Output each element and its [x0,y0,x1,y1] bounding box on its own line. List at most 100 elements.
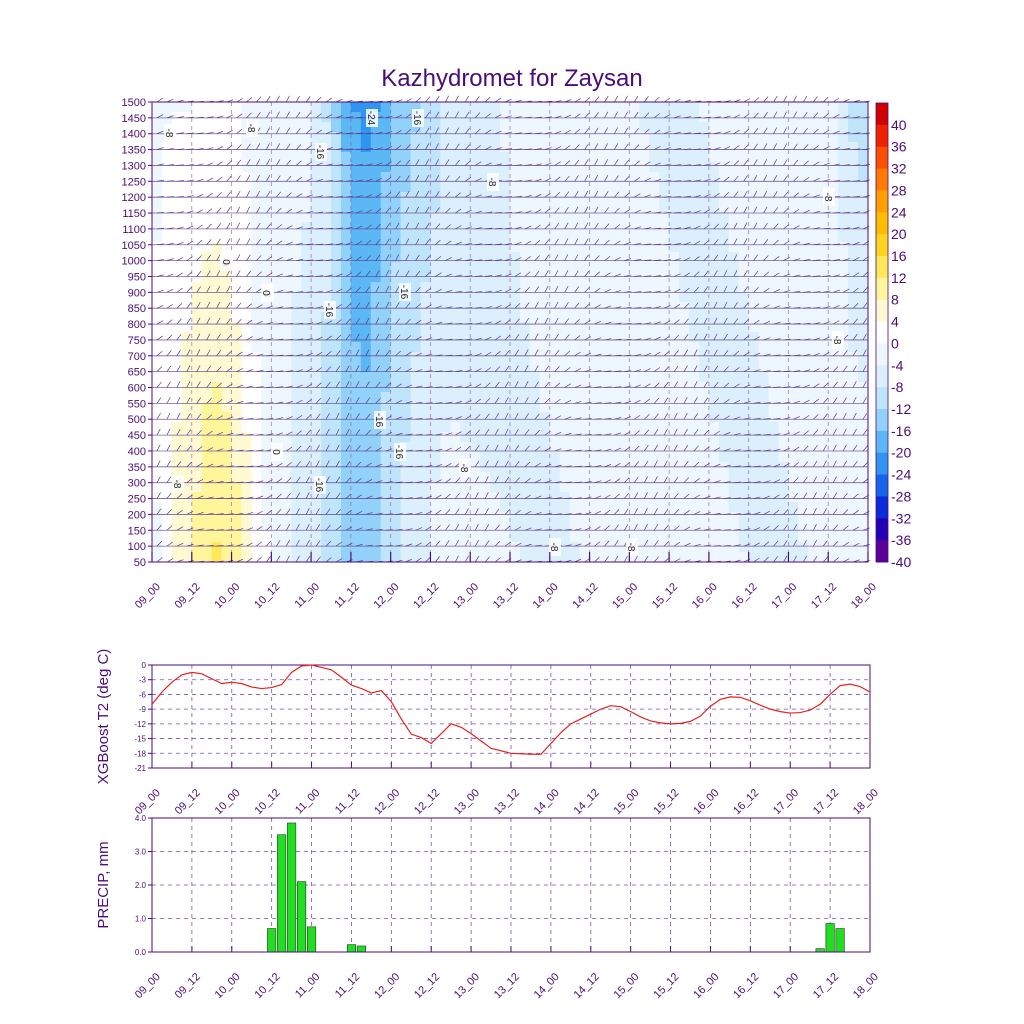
wind-barb [375,192,382,198]
heatmap-cell [321,332,332,343]
heatmap-cell [838,222,849,233]
wind-barb [176,509,183,515]
heatmap-cell [798,272,809,283]
heatmap-cell [559,372,571,383]
heatmap-cell [818,542,829,553]
wind-barb [544,381,550,388]
heatmap-cell [400,402,412,413]
heatmap-cell [639,342,650,353]
heatmap-cell [460,172,471,183]
heatmap-cell [181,472,193,483]
heatmap-cell [430,222,441,233]
wind-barb [295,430,302,436]
heatmap-cell [400,152,412,163]
heatmap-cell [360,232,372,243]
wind-barb [276,386,284,388]
heatmap-cell [649,482,660,493]
wind-barb [445,432,453,436]
heatmap-cell [460,502,471,513]
heatmap-cell [659,232,670,243]
heatmap-cell [768,372,780,383]
wind-barb [295,539,300,547]
heatmap-cell [798,552,809,563]
heatmap-cell [679,362,690,373]
heatmap-cell [629,492,640,503]
wind-barb [534,528,542,531]
heatmap-cell [450,552,461,563]
heatmap-cell [698,212,710,223]
heatmap-cell [738,332,750,343]
heatmap-cell [629,292,640,303]
heatmap-cell [500,182,511,193]
heatmap-cell [619,152,630,163]
heatmap-cell [559,112,571,123]
wind-barb [624,524,629,531]
wind-barb [624,446,631,452]
heatmap-cell [808,182,819,193]
wind-barb [425,418,433,420]
heatmap-cell [480,422,491,433]
heatmap-cell [490,462,501,473]
heatmap-cell [649,302,660,313]
wind-barb [156,114,164,119]
heatmap-cell [708,122,720,133]
heatmap-cell [400,482,412,493]
wind-barb [455,159,460,166]
heatmap-cell [569,202,581,213]
heatmap-cell [639,472,650,483]
heatmap-cell [311,262,322,273]
wind-barb [405,175,410,182]
heatmap-cell [539,352,551,363]
heatmap-cell [639,222,650,233]
heatmap-cell [231,272,243,283]
heatmap-cell [569,522,581,533]
heatmap-cell [181,262,193,273]
heatmap-cell [161,282,173,293]
heatmap-cell [589,182,601,193]
wind-barb [176,241,184,246]
heatmap-cell [858,292,869,303]
wind-barb [196,194,204,198]
wind-barb [216,192,222,198]
heatmap-cell [539,412,551,423]
heatmap-cell [301,362,312,373]
heatmap-cell [519,272,531,283]
heatmap-cell [838,202,849,213]
heatmap-cell [480,542,491,553]
heatmap-cell [261,512,272,523]
wind-barb [196,365,201,372]
wind-barb [425,353,433,357]
heatmap-cell [490,312,501,323]
heatmap-cell [718,242,730,253]
heatmap-cell [629,312,640,323]
heatmap-cell [281,462,292,473]
wind-barb [683,542,691,547]
heatmap-cell [360,162,372,173]
heatmap-cell [808,392,819,403]
heatmap-cell [340,392,352,403]
wind-barb [534,544,542,547]
heatmap-cell [579,502,591,513]
wind-barb [514,148,522,150]
wind-barb [395,481,403,484]
wind-barb [325,97,333,103]
wind-barb [375,480,383,484]
wind-barb [276,401,284,404]
wind-barb [365,209,373,214]
wind-barb [345,318,351,325]
wind-barb [624,176,630,182]
heatmap-cell [331,252,342,263]
heatmap-cell [698,292,710,303]
wind-barb [335,148,343,150]
wind-barb [604,386,612,388]
wind-barb [305,145,312,150]
heatmap-cell [818,182,829,193]
heatmap-cell [291,162,302,173]
heatmap-cell [718,432,730,443]
heatmap-cell [758,502,770,513]
wind-barb [246,557,253,563]
heatmap-cell [171,202,183,213]
wind-barb [494,540,501,547]
heatmap-cell [171,302,183,313]
heatmap-cell [460,252,471,263]
